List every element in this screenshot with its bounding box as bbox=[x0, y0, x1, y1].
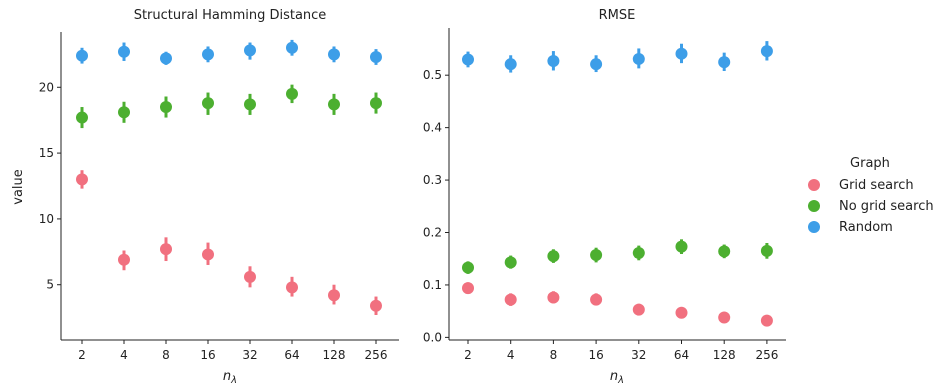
shd-y-tick-label-2: 15 bbox=[39, 146, 54, 160]
rmse-x-tick-label-7: 256 bbox=[755, 348, 778, 362]
rmse-panel: RMSE nλ 0.0 0.1 0.2 0.3 0.4 0.5 2 4 8 16 32 64 128 25… bbox=[423, 8, 786, 386]
shd-x-tick-label-4: 32 bbox=[242, 348, 257, 362]
shd-no-grid-search-point-5 bbox=[286, 87, 298, 100]
rmse-grid-search-point-4 bbox=[632, 303, 645, 316]
legend-entry-random: Random bbox=[808, 220, 893, 235]
shd-x-tick-label-6: 128 bbox=[323, 348, 346, 362]
rmse-no-grid-search-point-1 bbox=[504, 256, 517, 269]
shd-x-tick-label-2: 8 bbox=[162, 348, 170, 362]
rmse-y-tick-label-5: 0.5 bbox=[423, 68, 442, 82]
shd-no-grid-search-point-0 bbox=[76, 111, 88, 124]
rmse-random-point-0 bbox=[462, 53, 474, 66]
shd-random-point-6 bbox=[328, 48, 340, 61]
legend-title: Graph bbox=[850, 156, 890, 171]
legend-label-no-grid-search: No grid search bbox=[839, 199, 934, 214]
rmse-grid-search-point-6 bbox=[718, 311, 731, 324]
rmse-no-grid-search-point-5 bbox=[675, 240, 688, 253]
shd-grid-search-point-0 bbox=[76, 173, 88, 186]
rmse-y-tick-label-3: 0.3 bbox=[423, 173, 442, 187]
rmse-random-point-7 bbox=[760, 45, 773, 58]
shd-grid-search-point-1 bbox=[118, 253, 130, 266]
shd-grid-search-point-4 bbox=[244, 270, 256, 283]
rmse-panel-title: RMSE bbox=[599, 8, 636, 23]
shd-grid-search-point-5 bbox=[286, 281, 298, 294]
rmse-grid-search-point-5 bbox=[675, 306, 688, 319]
rmse-random-point-4 bbox=[632, 52, 645, 65]
shd-random-point-5 bbox=[286, 41, 298, 54]
shd-grid-search-point-6 bbox=[328, 289, 340, 302]
shd-grid-search-point-2 bbox=[160, 243, 172, 256]
rmse-random-point-2 bbox=[547, 55, 560, 68]
rmse-x-tick-label-1: 4 bbox=[507, 348, 515, 362]
rmse-x-tick-label-4: 32 bbox=[631, 348, 646, 362]
rmse-no-grid-search-point-4 bbox=[632, 246, 645, 259]
shd-no-grid-search-point-7 bbox=[370, 97, 382, 110]
shd-no-grid-search-point-1 bbox=[118, 106, 130, 119]
rmse-x-tick-label-3: 16 bbox=[588, 348, 603, 362]
rmse-x-tick-label-0: 2 bbox=[464, 348, 472, 362]
shd-x-axis-label-base: n bbox=[223, 369, 231, 384]
legend-label-random: Random bbox=[839, 220, 893, 235]
shd-random-point-2 bbox=[160, 52, 172, 65]
rmse-x-axis-label-sub: λ bbox=[617, 375, 624, 386]
shd-y-tick-label-0: 5 bbox=[46, 278, 54, 292]
rmse-grid-search-point-0 bbox=[462, 282, 474, 295]
legend-marker-no-grid-search bbox=[808, 200, 820, 212]
rmse-random-point-6 bbox=[718, 56, 731, 69]
rmse-x-tick-label-2: 8 bbox=[550, 348, 558, 362]
shd-random-point-0 bbox=[76, 49, 88, 62]
shd-x-tick-label-1: 4 bbox=[120, 348, 128, 362]
rmse-no-grid-search-point-6 bbox=[718, 245, 731, 258]
rmse-y-tick-label-4: 0.4 bbox=[423, 121, 442, 135]
shd-x-tick-label-0: 2 bbox=[78, 348, 86, 362]
rmse-x-axis-label: nλ bbox=[610, 369, 624, 386]
rmse-no-grid-search-point-0 bbox=[462, 261, 474, 274]
shd-grid-search-point-3 bbox=[202, 248, 214, 261]
legend-marker-grid-search bbox=[808, 179, 820, 191]
rmse-grid-search-point-7 bbox=[760, 314, 773, 327]
legend-entry-grid-search: Grid search bbox=[808, 178, 914, 193]
rmse-x-axis-label-base: n bbox=[610, 369, 618, 384]
shd-no-grid-search-point-3 bbox=[202, 97, 214, 110]
shd-no-grid-search-point-4 bbox=[244, 98, 256, 111]
shd-panel-title: Structural Hamming Distance bbox=[134, 8, 327, 23]
rmse-grid-search-point-3 bbox=[590, 293, 603, 306]
rmse-y-tick-label-1: 0.1 bbox=[423, 278, 442, 292]
shd-y-axis-label: value bbox=[11, 169, 26, 205]
shd-x-tick-label-3: 16 bbox=[200, 348, 215, 362]
legend: Graph Grid search No grid search Random bbox=[808, 156, 934, 235]
rmse-random-point-1 bbox=[504, 58, 517, 71]
shd-random-point-7 bbox=[370, 51, 382, 64]
rmse-random-point-3 bbox=[590, 58, 603, 71]
rmse-grid-search-point-1 bbox=[504, 293, 517, 306]
shd-y-tick-label-1: 10 bbox=[39, 212, 54, 226]
rmse-random-point-5 bbox=[675, 47, 688, 60]
rmse-x-tick-label-5: 64 bbox=[674, 348, 689, 362]
legend-label-grid-search: Grid search bbox=[839, 178, 914, 193]
shd-y-tick-label-3: 20 bbox=[39, 80, 54, 94]
shd-grid-search-point-7 bbox=[370, 299, 382, 312]
rmse-no-grid-search-point-7 bbox=[760, 244, 773, 257]
shd-x-tick-label-5: 64 bbox=[284, 348, 299, 362]
legend-marker-random bbox=[808, 221, 820, 233]
rmse-y-tick-label-0: 0.0 bbox=[423, 330, 442, 344]
shd-x-axis-label: nλ bbox=[223, 369, 237, 386]
shd-random-point-1 bbox=[118, 45, 130, 58]
rmse-no-grid-search-point-2 bbox=[547, 250, 560, 263]
legend-entry-no-grid-search: No grid search bbox=[808, 199, 934, 214]
rmse-x-tick-label-6: 128 bbox=[713, 348, 736, 362]
shd-random-point-3 bbox=[202, 48, 214, 61]
shd-panel: Structural Hamming Distance value nλ 5 10… bbox=[11, 8, 399, 386]
rmse-grid-search-point-2 bbox=[547, 291, 560, 304]
rmse-no-grid-search-point-3 bbox=[590, 249, 603, 262]
rmse-y-tick-label-2: 0.2 bbox=[423, 226, 442, 240]
shd-no-grid-search-point-6 bbox=[328, 98, 340, 111]
shd-x-axis-label-sub: λ bbox=[230, 375, 237, 386]
shd-random-point-4 bbox=[244, 44, 256, 57]
shd-x-tick-label-7: 256 bbox=[365, 348, 388, 362]
shd-no-grid-search-point-2 bbox=[160, 101, 172, 114]
